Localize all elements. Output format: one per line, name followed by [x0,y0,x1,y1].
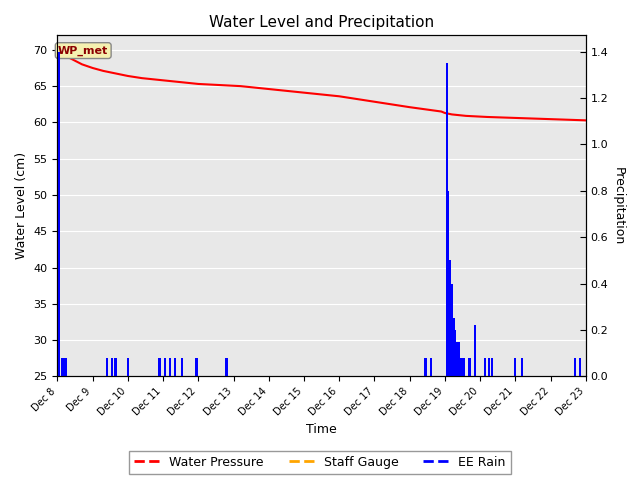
Bar [521,358,524,376]
Bar [574,358,576,376]
Bar [424,358,426,376]
Bar [579,358,582,376]
Bar [115,358,116,376]
Bar [468,358,470,376]
Bar [445,63,447,376]
Bar [65,358,67,376]
Bar [429,358,432,376]
Bar [463,358,465,376]
Bar [474,325,476,376]
Bar [127,358,129,376]
Bar [454,330,456,376]
Bar [111,358,113,376]
Bar [449,260,451,376]
Bar [174,358,177,376]
Bar [164,358,166,376]
Bar [58,51,60,376]
Bar [452,318,454,376]
Bar [456,342,458,376]
Bar [484,358,486,376]
Bar [63,358,65,376]
Bar [451,284,453,376]
Bar [159,358,161,376]
Bar [106,358,108,376]
Bar [458,342,460,376]
Bar [488,358,490,376]
Bar [61,358,63,376]
Bar [181,358,184,376]
Bar [514,358,516,376]
Title: Water Level and Precipitation: Water Level and Precipitation [209,15,434,30]
Bar [447,191,449,376]
Y-axis label: Precipitation: Precipitation [612,167,625,245]
Bar [460,358,461,376]
Y-axis label: Water Level (cm): Water Level (cm) [15,152,28,259]
Legend: Water Pressure, Staff Gauge, EE Rain: Water Pressure, Staff Gauge, EE Rain [129,451,511,474]
Bar [195,358,198,376]
Bar [461,358,463,376]
X-axis label: Time: Time [306,423,337,436]
Text: WP_met: WP_met [58,46,108,56]
Bar [169,358,171,376]
Bar [492,358,493,376]
Bar [225,358,228,376]
